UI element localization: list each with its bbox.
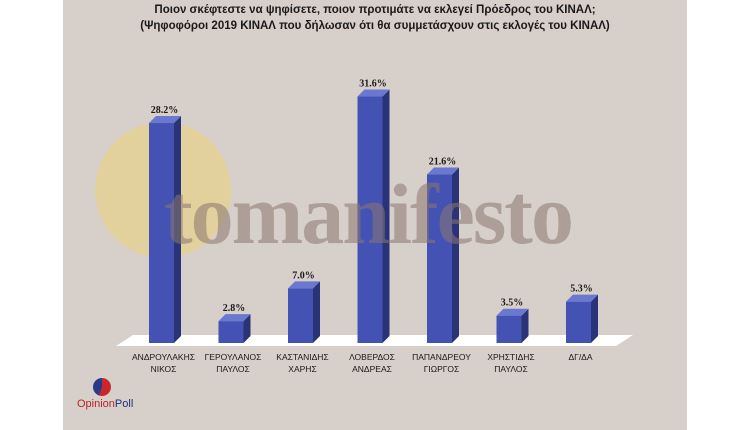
bar-side <box>382 89 390 344</box>
bar-top <box>288 281 320 289</box>
category-label: ΧΡΗΣΤΙΔΗΣ <box>487 352 534 362</box>
bar <box>149 116 181 343</box>
category-label: ΧΑΡΗΣ <box>288 364 316 374</box>
bar-side <box>521 308 529 343</box>
brand-text: OpinionPoll <box>77 398 133 410</box>
opinionpoll-logo-icon <box>93 378 111 396</box>
bar-front <box>357 96 383 344</box>
data-label: 28.2% <box>151 105 179 116</box>
bar-chart: 28.2% 2.8% 7.0% 31.6% 21.6% 3.5% 5.3% ΑΝΔΡΟΥΛΑ… <box>95 79 633 374</box>
bar <box>496 308 529 343</box>
chart-subtitle: (Ψηφοφόροι 2019 ΚΙΝΑΛ που δήλωσαν ότι θα… <box>140 20 610 32</box>
category-label: ΚΑΣΤΑΝΙΔΗΣ <box>276 352 328 362</box>
bar-side <box>243 314 251 343</box>
bars-group <box>149 89 598 344</box>
bar-front <box>288 288 313 343</box>
bar-top <box>566 294 598 302</box>
brand-logo: OpinionPoll <box>77 378 157 428</box>
brand-text-part1: Opinion <box>77 398 115 410</box>
category-label: ΠΑΥΛΟΣ <box>216 364 250 374</box>
chart-title-block: Ποιον σκέφτεστε να ψηφίσετε, ποιον προτι… <box>63 2 687 34</box>
bar-top <box>496 308 529 316</box>
category-labels-group: ΑΝΔΡΟΥΛΑΚΗΣ ΝΙΚΟΣ ΓΕΡΟΥΛΑΝΟΣ ΠΑΥΛΟΣ ΚΑΣΤΑΝΙΔ… <box>132 352 593 374</box>
watermark-text: tomanifesto <box>164 166 572 262</box>
bar-top <box>357 89 390 97</box>
category-label: ΠΑΠΑΝΔΡΕΟΥ <box>412 352 471 362</box>
bar-front <box>427 174 452 343</box>
category-label: ΔΓ/ΔΑ <box>568 352 592 362</box>
bar-front <box>218 321 244 343</box>
bar-front <box>496 315 522 343</box>
bar-top <box>427 167 459 175</box>
bar-side <box>452 167 459 343</box>
bar <box>427 167 459 343</box>
bar-front <box>149 123 174 343</box>
bar <box>288 281 320 343</box>
bar-top <box>218 314 251 322</box>
bar-top <box>149 116 181 124</box>
bar <box>566 294 598 343</box>
category-label: ΛΟΒΕΡΔΟΣ <box>349 352 395 362</box>
category-label: ΑΝΔΡΕΑΣ <box>352 364 392 374</box>
data-label: 3.5% <box>501 298 524 309</box>
category-label: ΝΙΚΟΣ <box>151 364 177 374</box>
data-label: 31.6% <box>359 79 387 90</box>
data-label: 2.8% <box>223 303 246 314</box>
category-label: ΑΝΔΡΟΥΛΑΚΗΣ <box>132 352 195 362</box>
bar-side <box>591 294 598 343</box>
bar-side <box>313 281 320 343</box>
data-labels-group: 28.2% 2.8% 7.0% 31.6% 21.6% 3.5% 5.3% <box>151 79 593 315</box>
bar-front <box>566 301 591 343</box>
bar-side <box>174 116 181 343</box>
category-label: ΓΕΡΟΥΛΑΝΟΣ <box>205 352 262 362</box>
chart-frame: 28.2% 2.8% 7.0% 31.6% 21.6% 3.5% 5.3% ΑΝΔΡΟΥΛΑ… <box>63 0 687 430</box>
bar <box>357 89 390 344</box>
category-label: ΠΑΥΛΟΣ <box>494 364 528 374</box>
data-label: 21.6% <box>429 157 457 168</box>
chart-title: Ποιον σκέφτεστε να ψηφίσετε, ποιον προτι… <box>154 4 596 16</box>
bar <box>218 314 251 343</box>
data-label: 5.3% <box>570 284 593 295</box>
category-label: ΓΙΩΡΓΟΣ <box>424 364 460 374</box>
data-label: 7.0% <box>292 270 315 281</box>
brand-text-part2: Poll <box>114 398 134 410</box>
